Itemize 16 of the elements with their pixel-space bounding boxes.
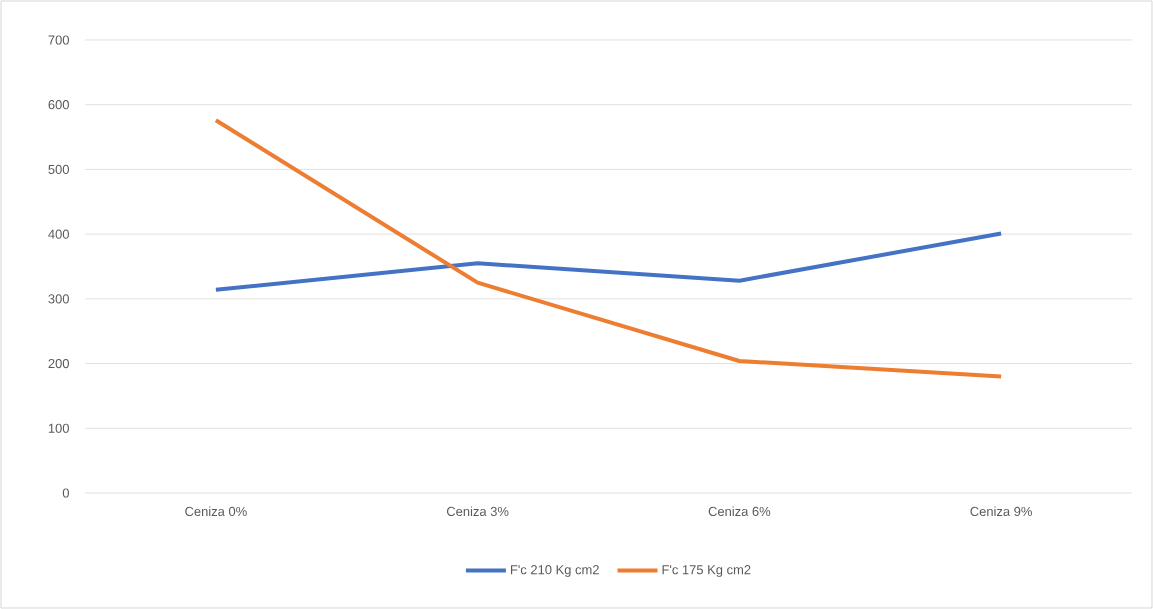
legend-label: F'c 175 Kg cm2 [662, 565, 751, 577]
legend-label: F'c 210 Kg cm2 [511, 565, 599, 577]
y-tick-label: 500 [48, 164, 69, 174]
y-tick-label: 700 [48, 35, 69, 45]
y-tick-label: 100 [48, 423, 69, 433]
line-series [213, 118, 1004, 379]
line-series [213, 231, 1004, 292]
y-tick-label: 600 [48, 100, 69, 110]
y-tick-label: 400 [48, 229, 69, 239]
y-tick-label: 0 [62, 488, 69, 498]
y-tick-label: 300 [48, 294, 69, 304]
x-tick-label: Ceniza 6% [708, 506, 771, 517]
y-tick-label: 200 [48, 358, 69, 369]
x-tick-label: Ceniza 0% [185, 506, 247, 517]
x-tick-label: Ceniza 9% [970, 506, 1032, 517]
x-tick-label: Ceniza 3% [446, 506, 509, 517]
